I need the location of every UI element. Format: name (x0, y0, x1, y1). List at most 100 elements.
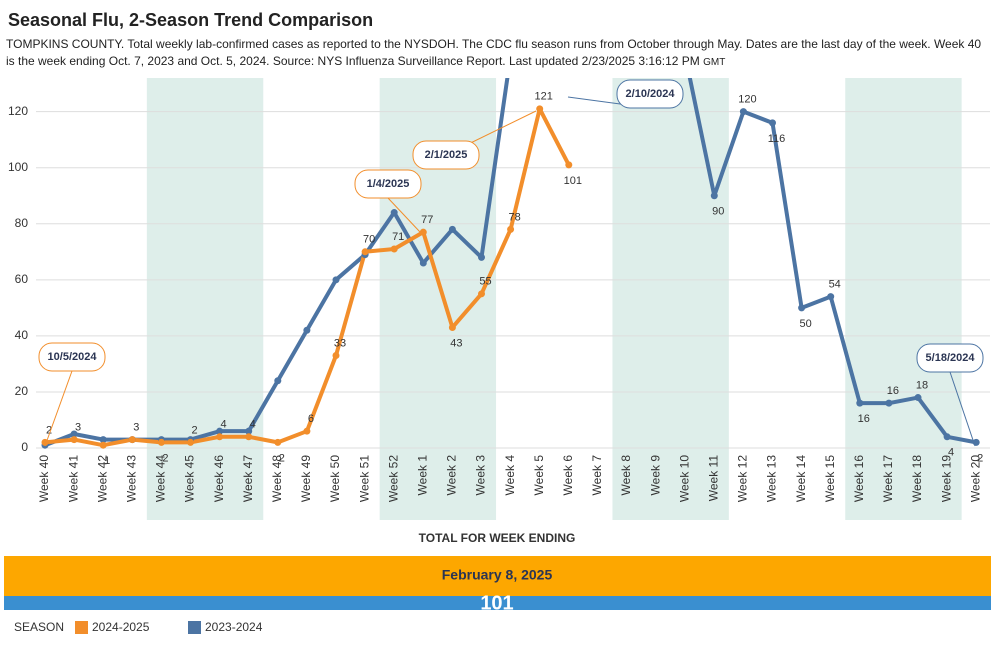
x-tick-label: Week 42 (95, 455, 109, 502)
point (274, 377, 282, 385)
x-tick-label: Week 11 (706, 455, 720, 502)
x-tick-label: Week 19 (939, 455, 953, 502)
annotation-text: 10/5/2024 (48, 351, 98, 363)
annotation-box (38, 342, 106, 372)
x-tick-label: Week 17 (881, 455, 895, 502)
point (856, 399, 864, 407)
data-label: 2 (191, 424, 197, 436)
point (70, 430, 78, 438)
data-label: 121 (535, 91, 553, 103)
data-label: 2 (46, 424, 52, 436)
data-label: 71 (392, 231, 404, 243)
annotation-box (616, 79, 684, 109)
x-tick-label: Week 2 (445, 455, 459, 496)
data-label: 70 (363, 234, 375, 246)
panel-heading: TOTAL FOR WEEK ENDING (419, 531, 576, 545)
point (157, 438, 165, 446)
data-label: 54 (829, 279, 841, 291)
point (390, 245, 398, 253)
legend-label: 2023-2024 (205, 620, 263, 634)
x-tick-label: Week 48 (270, 455, 284, 502)
x-tick-label: Week 14 (794, 455, 808, 502)
data-label: 78 (508, 211, 520, 223)
x-tick-label: Week 46 (212, 455, 226, 502)
point (303, 427, 311, 435)
point (507, 225, 515, 233)
point (245, 427, 253, 435)
data-label: 55 (479, 276, 491, 288)
data-label: 101 (564, 175, 582, 187)
point (99, 436, 107, 444)
annotation-text: 1/4/2025 (367, 178, 410, 190)
point (478, 253, 485, 261)
y-tick-label: 0 (21, 440, 28, 454)
panel-date: February 8, 2025 (442, 567, 553, 583)
x-tick-label: Week 44 (154, 455, 168, 502)
x-tick-label: Week 51 (357, 455, 371, 502)
point (798, 304, 806, 312)
point (739, 108, 747, 116)
x-tick-label: Week 1 (415, 455, 429, 496)
point (448, 225, 456, 233)
point (245, 433, 253, 441)
x-tick-label: Week 10 (677, 455, 691, 502)
y-tick-label: 100 (8, 160, 28, 174)
data-label: 50 (799, 318, 811, 330)
point (914, 394, 922, 402)
point (536, 105, 544, 113)
point (128, 436, 136, 444)
annotation-text: 5/18/2024 (926, 352, 976, 364)
x-tick-label: Week 41 (66, 455, 80, 502)
date-panel (4, 556, 991, 596)
data-label: 90 (712, 206, 724, 218)
data-label: 3 (75, 421, 81, 433)
shaded-band (845, 78, 962, 520)
x-tick-label: Week 9 (648, 455, 662, 496)
point (565, 161, 573, 169)
x-tick-label: Week 4 (503, 455, 517, 496)
point (274, 438, 282, 446)
data-label: 16 (887, 385, 899, 397)
point (419, 259, 427, 267)
data-label: 18 (916, 379, 928, 391)
point (70, 436, 78, 444)
legend-swatch (75, 621, 88, 634)
data-label: 120 (738, 94, 756, 106)
point (99, 441, 107, 449)
annotation-arrow (387, 197, 421, 233)
point (332, 352, 340, 359)
annotation-box (412, 140, 480, 170)
annotation-box (354, 169, 422, 199)
y-tick-label: 80 (15, 216, 29, 230)
annotation-box (916, 343, 984, 373)
timezone: GMT (703, 57, 726, 68)
y-tick-label: 40 (15, 328, 29, 342)
point (332, 276, 340, 284)
x-tick-label: Week 3 (474, 455, 488, 496)
point (943, 433, 951, 441)
x-tick-label: Week 47 (241, 455, 255, 502)
data-label: 2 (977, 452, 983, 464)
data-label: 2 (162, 452, 168, 464)
shaded-band (612, 78, 729, 520)
legend-swatch (188, 621, 201, 634)
subtitle-box: TOMPKINS COUNTY. Total weekly lab-confir… (6, 37, 981, 68)
legend-title: SEASON (14, 620, 64, 634)
data-label: 16 (858, 413, 870, 425)
y-tick-label: 60 (15, 272, 29, 286)
point (710, 192, 718, 200)
point (216, 427, 224, 435)
data-label: 1 (104, 455, 110, 467)
data-label: 77 (421, 214, 433, 226)
x-tick-label: Week 12 (736, 455, 750, 502)
data-label: 33 (334, 337, 346, 349)
series-line (44, 78, 977, 448)
point (885, 399, 893, 407)
x-tick-label: Week 50 (328, 455, 342, 502)
annotation-text: 2/10/2024 (626, 88, 676, 100)
y-tick-label: 120 (8, 104, 28, 118)
point (216, 433, 224, 441)
data-label: 3 (133, 421, 139, 433)
panel-total: 101 (480, 592, 513, 614)
